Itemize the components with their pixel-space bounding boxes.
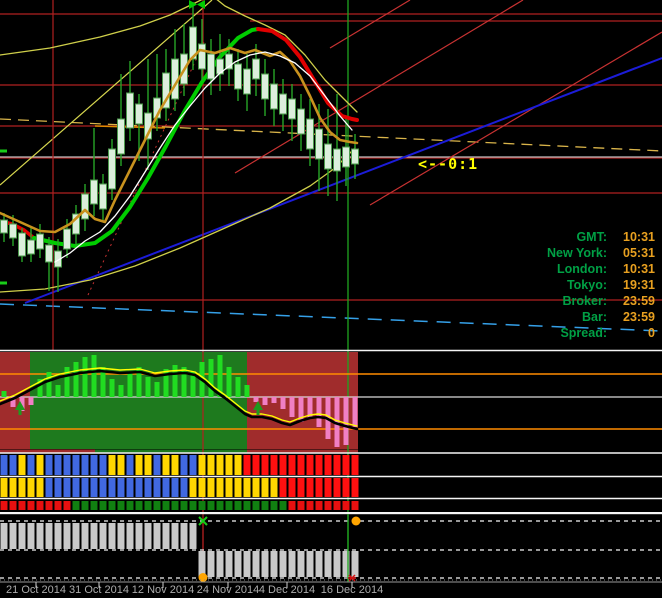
clock-row-broker: Broker: 23:59 bbox=[497, 293, 655, 309]
clock-row-london: London: 10:31 bbox=[497, 261, 655, 277]
x-axis-tick-label: 24 Nov 2014 bbox=[196, 584, 260, 596]
clock-value: 0 bbox=[648, 326, 655, 340]
clock-label: New York: bbox=[547, 246, 607, 260]
clock-row-bar: Bar: 23:59 bbox=[497, 309, 655, 325]
clock-label: London: bbox=[557, 262, 607, 276]
x-axis-tick-label: 31 Oct 2014 bbox=[69, 584, 129, 596]
clock-value: 23:59 bbox=[623, 294, 655, 308]
clock-label: Bar: bbox=[581, 310, 607, 324]
clock-label: GMT: bbox=[576, 230, 607, 244]
clock-row-spread: Spread: 0 bbox=[497, 325, 655, 341]
x-axis-tick-label: 16 Dec 2014 bbox=[320, 584, 384, 596]
clock-value: 05:31 bbox=[623, 246, 655, 260]
clock-value: 19:31 bbox=[623, 278, 655, 292]
x-axis-tick-label: 4 Dec 2014 bbox=[258, 584, 316, 596]
clock-value: 10:31 bbox=[623, 262, 655, 276]
clock-label: Spread: bbox=[560, 326, 607, 340]
clock-label: Tokyo: bbox=[566, 278, 607, 292]
x-axis-tick-label: 21 Oct 2014 bbox=[6, 584, 66, 596]
clock-row-tokyo: Tokyo: 19:31 bbox=[497, 277, 655, 293]
market-clock-panel: GMT: 10:31 New York: 05:31 London: 10:31 To… bbox=[497, 229, 655, 341]
gann-level-label: <--0:1 bbox=[418, 155, 479, 173]
clock-label: Broker: bbox=[562, 294, 607, 308]
clock-value: 23:59 bbox=[623, 310, 655, 324]
x-axis-tick-label: 12 Nov 2014 bbox=[131, 584, 195, 596]
clock-row-gmt: GMT: 10:31 bbox=[497, 229, 655, 245]
x-axis: 21 Oct 2014 31 Oct 2014 12 Nov 2014 24 N… bbox=[0, 584, 662, 598]
clock-row-newyork: New York: 05:31 bbox=[497, 245, 655, 261]
clock-value: 10:31 bbox=[623, 230, 655, 244]
